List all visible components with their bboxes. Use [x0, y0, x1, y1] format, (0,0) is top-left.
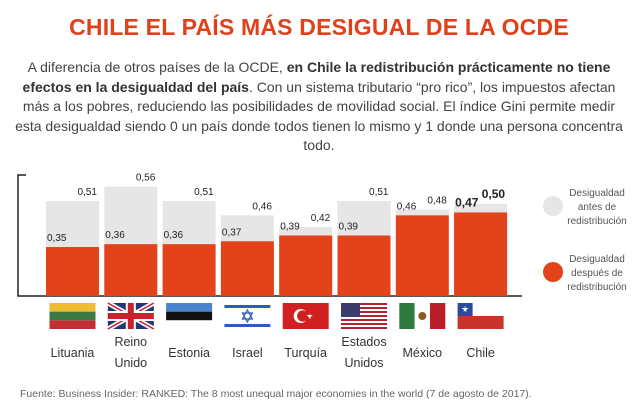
label-before: 0,51: [369, 187, 389, 198]
label-before: 0,46: [252, 201, 272, 212]
source-note: Fuente: Business Insider: RANKED: The 8 …: [20, 388, 532, 400]
turkey-flag-icon: [282, 303, 329, 329]
category-label: Estonia: [168, 346, 210, 360]
label-before: 0,42: [311, 213, 331, 224]
category-label: Estados: [341, 335, 386, 349]
label-after: 0,37: [222, 227, 242, 238]
estonia-flag-icon: [166, 303, 213, 329]
category-label: México: [403, 346, 443, 360]
label-after: 0,36: [105, 230, 125, 241]
category-label: Israel: [232, 346, 263, 360]
bar-after: [454, 212, 508, 296]
legend-label: redistribución: [567, 216, 626, 227]
bar-after: [46, 247, 99, 296]
label-after: 0,36: [164, 230, 184, 241]
label-before: 0,50: [482, 187, 506, 201]
intro-part1: A diferencia de otros países de la OCDE,: [27, 59, 287, 75]
label-after: 0,39: [339, 222, 359, 233]
intro-text: A diferencia de otros países de la OCDE,…: [10, 58, 628, 156]
intro-part2: . Con un sistema tributario “pro rico”, …: [15, 78, 623, 154]
label-before: 0,51: [194, 187, 214, 198]
bar-after: [279, 235, 333, 296]
legend-label: Desigualdad: [569, 254, 625, 265]
label-after: 0,39: [280, 222, 300, 233]
category-label: Reino: [114, 335, 147, 349]
page-title: CHILE EL PAÍS MÁS DESIGUAL DE LA OCDE: [69, 14, 569, 40]
legend-label: antes de: [578, 202, 617, 213]
legend-label: Desigualdad: [569, 188, 625, 199]
uk-flag-icon: [106, 300, 156, 332]
label-before: 0,56: [136, 173, 156, 184]
bar-after: [162, 244, 216, 296]
category-label: Unidos: [345, 356, 384, 370]
intro-bold: en Chile la redistribución prácticamente…: [22, 59, 611, 95]
legend-label: redistribución: [567, 282, 626, 293]
israel-flag-icon: [224, 303, 271, 329]
bar-after: [337, 235, 391, 296]
category-label: Turquía: [284, 346, 327, 360]
category-label: Unido: [114, 356, 147, 370]
category-label: Lituania: [51, 346, 95, 360]
legend-swatch: [543, 262, 563, 282]
label-after: 0,46: [397, 201, 417, 212]
label-before: 0,48: [427, 196, 447, 207]
usa-flag-icon: [341, 303, 387, 329]
mexico-flag-icon: [399, 303, 446, 329]
legend-swatch: [543, 196, 563, 216]
bar-after: [395, 215, 449, 296]
category-label: Chile: [466, 346, 495, 360]
bar-after: [220, 241, 274, 296]
bar-after: [104, 244, 158, 296]
legend-label: después de: [571, 268, 623, 279]
label-before: 0,51: [78, 187, 98, 198]
lithuania-flag-icon: [49, 303, 96, 329]
chile-flag-icon: [457, 303, 504, 329]
label-after: 0,35: [47, 233, 67, 244]
label-after: 0,47: [455, 195, 479, 209]
